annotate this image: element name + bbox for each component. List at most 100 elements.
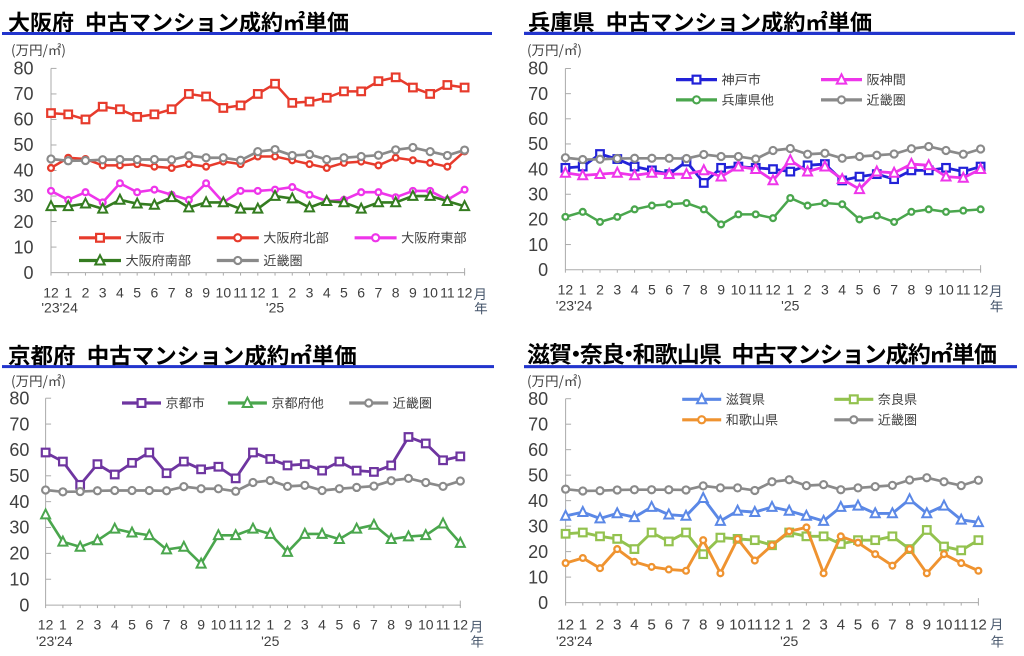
svg-text:12: 12 bbox=[558, 282, 574, 298]
svg-text:10: 10 bbox=[528, 235, 548, 255]
svg-text:3: 3 bbox=[301, 617, 309, 633]
svg-text:'23'24: '23'24 bbox=[556, 298, 593, 314]
svg-text:12: 12 bbox=[245, 617, 261, 633]
svg-text:60: 60 bbox=[9, 440, 29, 460]
svg-text:20: 20 bbox=[13, 212, 33, 232]
svg-text:30: 30 bbox=[528, 516, 548, 536]
svg-text:'23'24: '23'24 bbox=[36, 633, 73, 649]
svg-text:'23'24: '23'24 bbox=[41, 300, 78, 316]
svg-text:70: 70 bbox=[9, 414, 29, 434]
svg-text:80: 80 bbox=[528, 389, 548, 409]
svg-text:1: 1 bbox=[59, 617, 67, 633]
svg-text:2: 2 bbox=[804, 282, 812, 298]
svg-text:70: 70 bbox=[13, 84, 33, 104]
svg-text:4: 4 bbox=[318, 617, 326, 633]
svg-text:6: 6 bbox=[145, 617, 153, 633]
svg-text:3: 3 bbox=[613, 282, 621, 298]
svg-text:8: 8 bbox=[908, 282, 916, 298]
svg-text:10: 10 bbox=[938, 282, 954, 298]
svg-text:50: 50 bbox=[13, 135, 33, 155]
svg-text:'25: '25 bbox=[780, 633, 798, 649]
svg-text:11: 11 bbox=[956, 282, 971, 298]
svg-text:7: 7 bbox=[370, 617, 378, 633]
svg-text:11: 11 bbox=[228, 617, 243, 633]
svg-text:3: 3 bbox=[99, 285, 107, 301]
svg-text:2: 2 bbox=[288, 285, 296, 301]
svg-text:12: 12 bbox=[557, 617, 574, 634]
svg-text:2: 2 bbox=[76, 617, 84, 633]
svg-text:2: 2 bbox=[802, 617, 810, 634]
svg-text:12: 12 bbox=[453, 617, 469, 633]
svg-text:0: 0 bbox=[538, 593, 548, 613]
svg-text:7: 7 bbox=[168, 285, 176, 301]
svg-text:50: 50 bbox=[528, 134, 548, 154]
svg-text:70: 70 bbox=[528, 84, 548, 104]
svg-text:10: 10 bbox=[422, 285, 438, 301]
svg-text:6: 6 bbox=[871, 617, 879, 634]
svg-text:8: 8 bbox=[387, 617, 395, 633]
svg-text:8: 8 bbox=[699, 617, 707, 634]
svg-text:4: 4 bbox=[838, 282, 846, 298]
svg-text:12: 12 bbox=[43, 285, 59, 301]
svg-text:5: 5 bbox=[133, 285, 141, 301]
svg-text:20: 20 bbox=[528, 542, 548, 562]
svg-text:80: 80 bbox=[9, 388, 29, 408]
svg-text:1: 1 bbox=[64, 285, 72, 301]
svg-text:10: 10 bbox=[729, 617, 746, 634]
svg-text:10: 10 bbox=[211, 617, 227, 633]
svg-text:5: 5 bbox=[854, 617, 862, 634]
svg-text:'23'24: '23'24 bbox=[556, 633, 593, 649]
svg-text:11: 11 bbox=[747, 617, 763, 634]
svg-text:9: 9 bbox=[716, 617, 724, 634]
svg-text:6: 6 bbox=[151, 285, 159, 301]
svg-text:10: 10 bbox=[731, 282, 747, 298]
svg-text:8: 8 bbox=[180, 617, 188, 633]
svg-text:80: 80 bbox=[528, 59, 548, 79]
svg-text:8: 8 bbox=[700, 282, 708, 298]
svg-text:8: 8 bbox=[185, 285, 193, 301]
svg-text:6: 6 bbox=[665, 282, 673, 298]
svg-text:60: 60 bbox=[528, 109, 548, 129]
svg-text:3: 3 bbox=[94, 617, 102, 633]
svg-text:11: 11 bbox=[953, 617, 969, 634]
svg-text:10: 10 bbox=[13, 237, 33, 257]
svg-text:30: 30 bbox=[9, 518, 29, 538]
svg-text:20: 20 bbox=[528, 210, 548, 230]
svg-text:9: 9 bbox=[197, 617, 205, 633]
svg-text:6: 6 bbox=[665, 617, 673, 634]
svg-text:0: 0 bbox=[23, 263, 33, 283]
svg-text:80: 80 bbox=[13, 59, 33, 79]
svg-text:12: 12 bbox=[764, 617, 781, 634]
svg-text:3: 3 bbox=[306, 285, 314, 301]
svg-text:2: 2 bbox=[596, 282, 604, 298]
svg-text:7: 7 bbox=[683, 282, 691, 298]
svg-text:30: 30 bbox=[13, 186, 33, 206]
svg-text:6: 6 bbox=[873, 282, 881, 298]
svg-text:7: 7 bbox=[375, 285, 383, 301]
svg-text:1: 1 bbox=[271, 285, 279, 301]
svg-text:3: 3 bbox=[819, 617, 827, 634]
svg-text:11: 11 bbox=[233, 285, 248, 301]
svg-text:7: 7 bbox=[682, 617, 690, 634]
svg-text:4: 4 bbox=[837, 617, 845, 634]
svg-text:10: 10 bbox=[216, 285, 232, 301]
svg-text:9: 9 bbox=[923, 617, 931, 634]
svg-text:7: 7 bbox=[890, 282, 898, 298]
svg-text:4: 4 bbox=[630, 617, 638, 634]
svg-text:9: 9 bbox=[925, 282, 933, 298]
svg-text:9: 9 bbox=[409, 285, 417, 301]
svg-text:5: 5 bbox=[128, 617, 136, 633]
svg-text:12: 12 bbox=[38, 617, 54, 633]
svg-text:4: 4 bbox=[111, 617, 119, 633]
svg-text:40: 40 bbox=[9, 492, 29, 512]
svg-text:2: 2 bbox=[284, 617, 292, 633]
svg-text:1: 1 bbox=[579, 282, 587, 298]
svg-text:5: 5 bbox=[335, 617, 343, 633]
svg-text:9: 9 bbox=[202, 285, 210, 301]
svg-text:12: 12 bbox=[457, 285, 473, 301]
svg-text:60: 60 bbox=[13, 110, 33, 130]
svg-text:5: 5 bbox=[340, 285, 348, 301]
svg-text:0: 0 bbox=[19, 595, 29, 615]
svg-text:10: 10 bbox=[528, 567, 548, 587]
svg-text:5: 5 bbox=[647, 617, 655, 634]
